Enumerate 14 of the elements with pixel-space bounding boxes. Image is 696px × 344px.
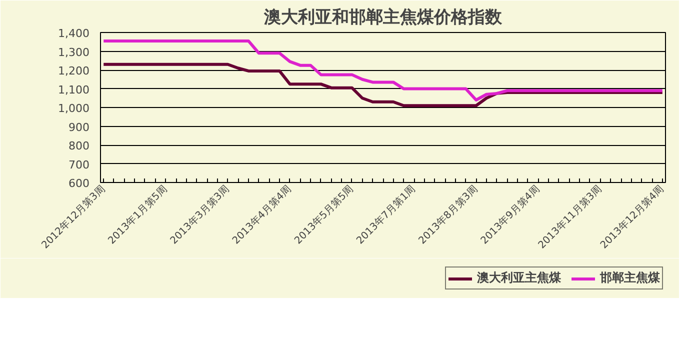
y-tick-label: 700 [68, 158, 90, 172]
y-tick-label: 600 [68, 177, 90, 190]
y-tick-label: 1,300 [58, 46, 90, 59]
y-tick-label: 1,100 [58, 83, 90, 96]
chart-title: 澳大利亚和邯郸主焦煤价格指数 [263, 8, 503, 28]
legend-label: 澳大利亚主焦煤 [477, 270, 561, 286]
line-series [102, 62, 664, 108]
y-tick-label: 900 [68, 120, 90, 134]
legend-label: 邯郸主焦煤 [600, 270, 660, 286]
y-tick-label: 1,000 [58, 102, 90, 115]
y-tick-label: 1,400 [58, 27, 90, 40]
y-tick-label: 800 [68, 140, 90, 152]
y-tick-label: 1,200 [58, 64, 90, 78]
line-series [102, 39, 664, 102]
